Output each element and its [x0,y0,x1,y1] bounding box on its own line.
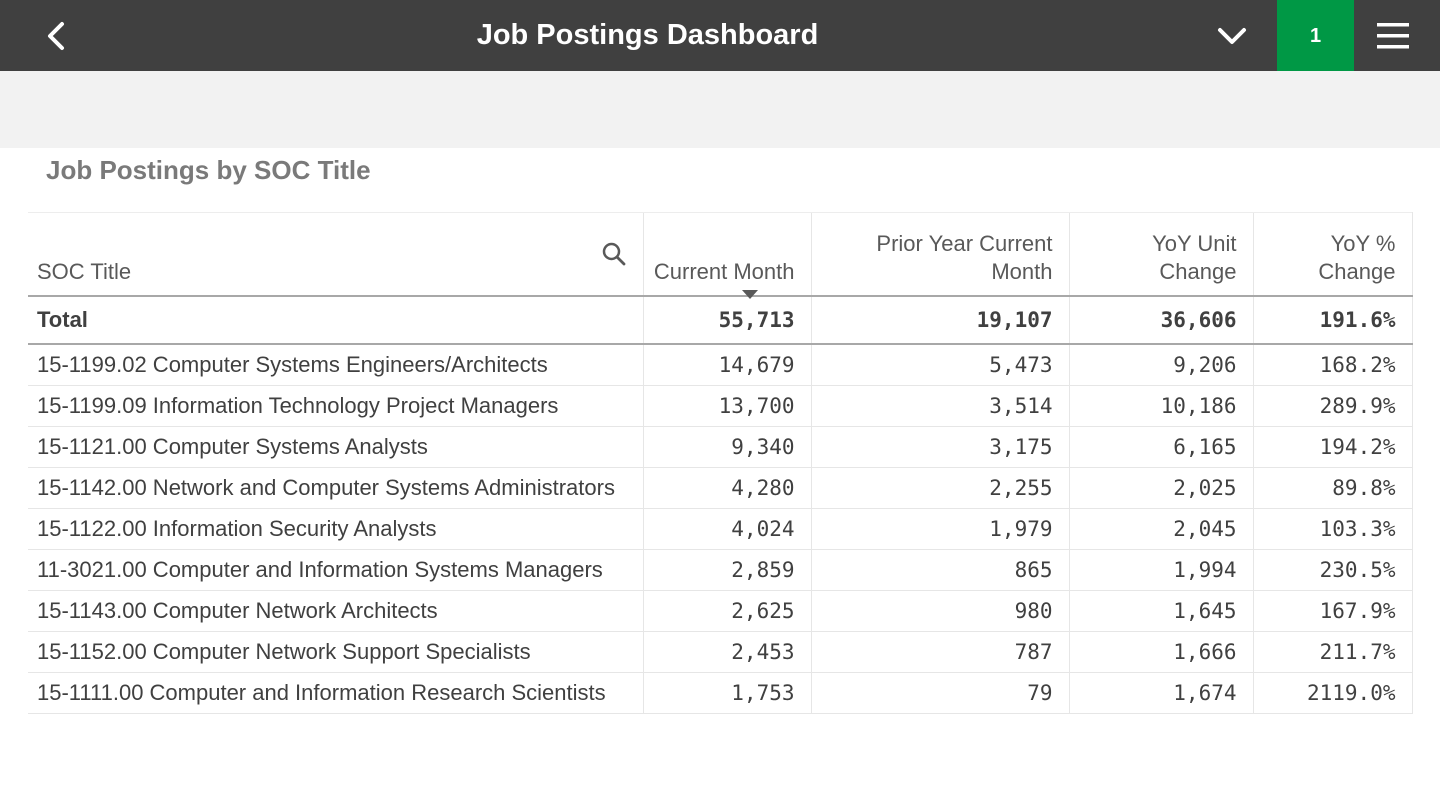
soc-title-cell: 15-1152.00 Computer Network Support Spec… [28,631,643,673]
soc-title-cell: 15-1111.00 Computer and Information Rese… [28,672,643,714]
soc-title-cell: 11-3021.00 Computer and Information Syst… [28,549,643,591]
table-row[interactable]: 15-1143.00 Computer Network Architects 2,… [28,590,1413,632]
selections-count-button[interactable]: 1 [1277,0,1354,71]
soc-title-cell: 15-1142.00 Network and Computer Systems … [28,467,643,509]
current-month-cell: 2,625 [642,590,811,632]
yoy-pct-change-cell: 168.2% [1252,344,1413,386]
current-month-cell: 13,700 [642,385,811,427]
column-header-yoy-pct-change[interactable]: YoY % Change [1252,212,1413,296]
total-yoy-pct-change: 191.6% [1252,295,1413,345]
yoy-pct-change-cell: 2119.0% [1252,672,1413,714]
table-row[interactable]: 15-1111.00 Computer and Information Rese… [28,672,1413,714]
prior-year-cell: 980 [810,590,1069,632]
yoy-unit-change-cell: 1,666 [1068,631,1253,673]
yoy-pct-change-cell: 289.9% [1252,385,1413,427]
yoy-pct-change-cell: 103.3% [1252,508,1413,550]
yoy-unit-change-cell: 10,186 [1068,385,1253,427]
yoy-pct-change-cell: 167.9% [1252,590,1413,632]
soc-title-cell: 15-1199.09 Information Technology Projec… [28,385,643,427]
prior-year-cell: 79 [810,672,1069,714]
sort-descending-icon [741,290,758,299]
table-header-row: SOC Title Current Month Prior Year Curre… [28,212,1413,299]
yoy-unit-change-cell: 9,206 [1068,344,1253,386]
yoy-unit-change-cell: 1,645 [1068,590,1253,632]
column-header-label: Prior Year Current Month [876,231,1053,284]
current-month-cell: 4,024 [642,508,811,550]
prior-year-cell: 787 [810,631,1069,673]
soc-title-cell: 15-1122.00 Information Security Analysts [28,508,643,550]
total-prior-year: 19,107 [810,295,1069,345]
current-month-cell: 4,280 [642,467,811,509]
hamburger-menu-icon[interactable] [1372,18,1414,54]
column-header-soc-title[interactable]: SOC Title [28,212,643,296]
yoy-unit-change-cell: 1,674 [1068,672,1253,714]
total-label: Total [28,295,643,345]
soc-title-cell: 15-1143.00 Computer Network Architects [28,590,643,632]
yoy-unit-change-cell: 2,025 [1068,467,1253,509]
yoy-pct-change-cell: 211.7% [1252,631,1413,673]
table-row[interactable]: 15-1122.00 Information Security Analysts… [28,508,1413,550]
table-row[interactable]: 15-1199.02 Computer Systems Engineers/Ar… [28,344,1413,386]
prior-year-cell: 2,255 [810,467,1069,509]
prior-year-cell: 3,514 [810,385,1069,427]
current-month-cell: 2,453 [642,631,811,673]
yoy-unit-change-cell: 1,994 [1068,549,1253,591]
column-header-label: YoY Unit Change [1152,231,1237,284]
current-month-cell: 9,340 [642,426,811,468]
column-header-label: SOC Title [37,259,132,284]
column-header-current-month[interactable]: Current Month [642,212,811,299]
panel-title: Job Postings by SOC Title [46,155,371,185]
total-current-month: 55,713 [642,295,811,345]
soc-table: SOC Title Current Month Prior Year Curre… [28,212,1413,714]
prior-year-cell: 3,175 [810,426,1069,468]
selection-band [0,71,1440,148]
back-icon[interactable] [38,16,78,56]
chevron-down-icon[interactable] [1210,18,1254,54]
soc-title-cell: 15-1121.00 Computer Systems Analysts [28,426,643,468]
yoy-pct-change-cell: 230.5% [1252,549,1413,591]
table-row[interactable]: 15-1121.00 Computer Systems Analysts 9,34… [28,426,1413,468]
table-row[interactable]: 15-1142.00 Network and Computer Systems … [28,467,1413,509]
yoy-unit-change-cell: 2,045 [1068,508,1253,550]
search-icon[interactable] [601,241,627,267]
column-header-yoy-unit-change[interactable]: YoY Unit Change [1068,212,1253,296]
prior-year-cell: 5,473 [810,344,1069,386]
total-row: Total 55,713 19,107 36,606 191.6% [28,295,1413,345]
table-row[interactable]: 11-3021.00 Computer and Information Syst… [28,549,1413,591]
yoy-pct-change-cell: 194.2% [1252,426,1413,468]
column-header-label: YoY % Change [1318,231,1396,284]
current-month-cell: 14,679 [642,344,811,386]
current-month-cell: 2,859 [642,549,811,591]
prior-year-cell: 1,979 [810,508,1069,550]
table-row[interactable]: 15-1199.09 Information Technology Projec… [28,385,1413,427]
yoy-unit-change-cell: 6,165 [1068,426,1253,468]
yoy-pct-change-cell: 89.8% [1252,467,1413,509]
prior-year-cell: 865 [810,549,1069,591]
table-row[interactable]: 15-1152.00 Computer Network Support Spec… [28,631,1413,673]
page-title: Job Postings Dashboard [476,19,819,51]
soc-title-cell: 15-1199.02 Computer Systems Engineers/Ar… [28,344,643,386]
column-header-prior-year[interactable]: Prior Year Current Month [810,212,1069,296]
current-month-cell: 1,753 [642,672,811,714]
top-toolbar: Job Postings Dashboard 1 [0,0,1440,71]
total-yoy-unit-change: 36,606 [1068,295,1253,345]
column-header-label: Current Month [653,259,795,284]
